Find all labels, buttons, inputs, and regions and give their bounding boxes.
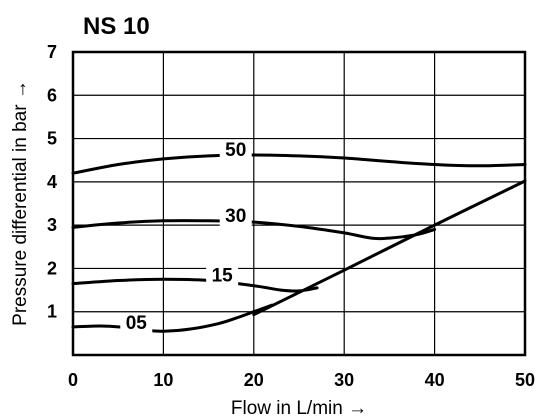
- curve-label-bg-15: [206, 266, 239, 287]
- y-tick-label-6: 7: [47, 42, 57, 62]
- tick-labels: 0 10 20 30 40 50 1 2 3 4 5 6 7: [47, 42, 535, 390]
- x-tick-label-0: 0: [68, 370, 78, 390]
- y-axis-label: Pressure differential in bar →: [10, 80, 31, 326]
- y-tick-label-1: 2: [47, 258, 57, 278]
- curve-15: [71, 277, 319, 293]
- grid-lines: [73, 52, 525, 355]
- curve-label-bg-30: [219, 206, 252, 227]
- curve-labels: 50 30 15 05: [120, 140, 252, 335]
- y-tick-label-4: 5: [47, 129, 57, 149]
- curve-50: [71, 153, 527, 175]
- x-tick-label-5: 50: [515, 370, 535, 390]
- curve-label-bg-50: [219, 141, 252, 162]
- curve-label-bg-05: [120, 314, 153, 335]
- x-tick-label-2: 20: [244, 370, 264, 390]
- curve-05: [71, 303, 274, 333]
- curve-label-30: 30: [225, 206, 246, 227]
- y-tick-label-5: 6: [47, 85, 57, 105]
- curve-label-50: 50: [225, 140, 246, 161]
- y-tick-label-3: 4: [47, 172, 57, 192]
- curve-label-15: 15: [212, 266, 234, 287]
- plot-frame: [71, 50, 527, 357]
- x-tick-label-1: 10: [153, 370, 173, 390]
- curve-label-05: 05: [126, 313, 148, 334]
- x-tick-label-3: 30: [334, 370, 354, 390]
- y-tick-label-2: 3: [47, 215, 57, 235]
- x-tick-label-4: 40: [425, 370, 445, 390]
- chart-title: NS 10: [83, 13, 150, 40]
- x-axis-label: Flow in L/min →: [231, 398, 367, 419]
- curve-limit-line: [252, 179, 527, 317]
- y-tick-label-0: 1: [47, 302, 57, 322]
- curve-30: [71, 219, 437, 241]
